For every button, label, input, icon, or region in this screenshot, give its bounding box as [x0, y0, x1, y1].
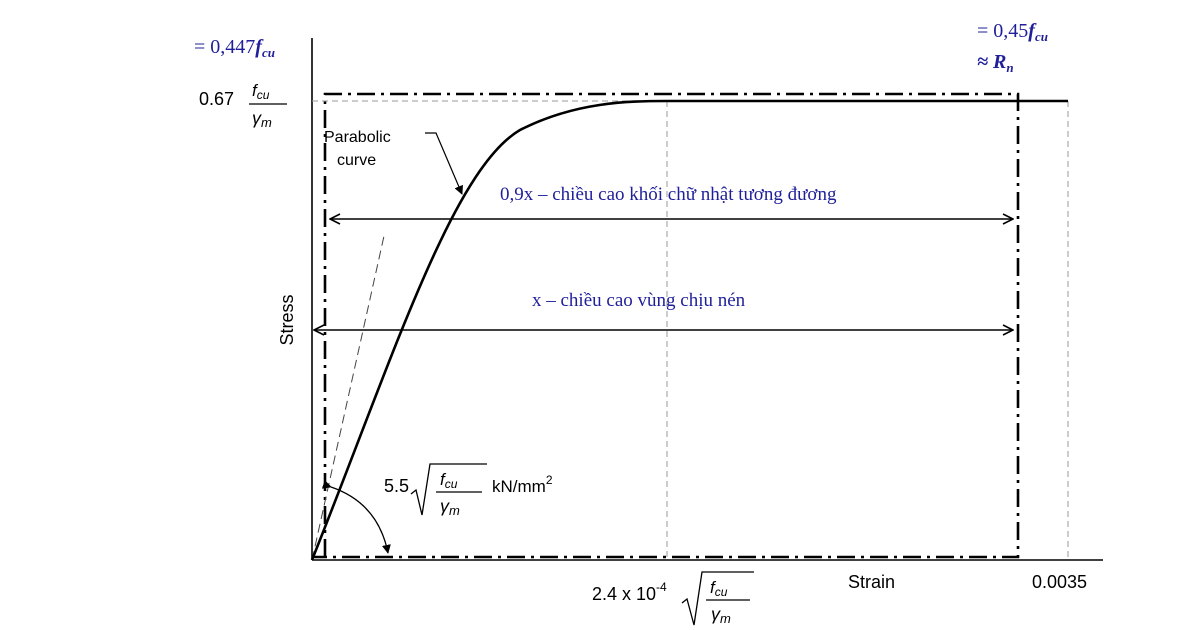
equivalent-rectangle-outline	[312, 92, 1020, 559]
initial-tangent-line	[311, 235, 385, 561]
equiv-rect-caption: 0,9x – chiều cao khối chữ nhật tương đươ…	[500, 184, 837, 205]
parabolic-curve-pointer	[425, 132, 463, 195]
svg-text:γm: γm	[440, 496, 460, 518]
svg-text:γm: γm	[711, 604, 731, 626]
rn-annotation: ≈ Rn	[977, 51, 1014, 75]
top-right-annotation: = 0,45fcu	[977, 20, 1048, 44]
parabolic-curve-label: Parabolic	[324, 129, 391, 146]
x-axis-title: Strain	[848, 572, 895, 592]
svg-text:2.4 x 10-4: 2.4 x 10-4	[592, 580, 667, 604]
svg-text:kN/mm2: kN/mm2	[492, 473, 553, 496]
top-left-annotation: = 0,447fcu	[194, 36, 275, 60]
svg-text:fcu: fcu	[440, 470, 458, 491]
svg-text:5.5: 5.5	[384, 476, 409, 496]
initial-slope-label: 5.5 fcu γm kN/mm2	[384, 463, 553, 518]
compression-zone-caption: x – chiều cao vùng chịu nén	[532, 290, 746, 311]
parabolic-curve-label-2: curve	[337, 152, 376, 169]
slope-angle-arc	[321, 480, 391, 554]
svg-text:fcu: fcu	[252, 81, 270, 102]
ultimate-strain-value: 0.0035	[1032, 572, 1087, 592]
peak-stress-label: 0.67 fcu γm	[199, 81, 287, 130]
parabolic-curve	[310, 99, 1068, 561]
svg-text:fcu: fcu	[710, 578, 728, 599]
peak-strain-label: 2.4 x 10-4 fcu γm	[592, 571, 754, 626]
svg-text:γm: γm	[252, 108, 272, 130]
y-axis-title: Stress	[277, 294, 297, 345]
svg-text:0.67: 0.67	[199, 89, 234, 109]
